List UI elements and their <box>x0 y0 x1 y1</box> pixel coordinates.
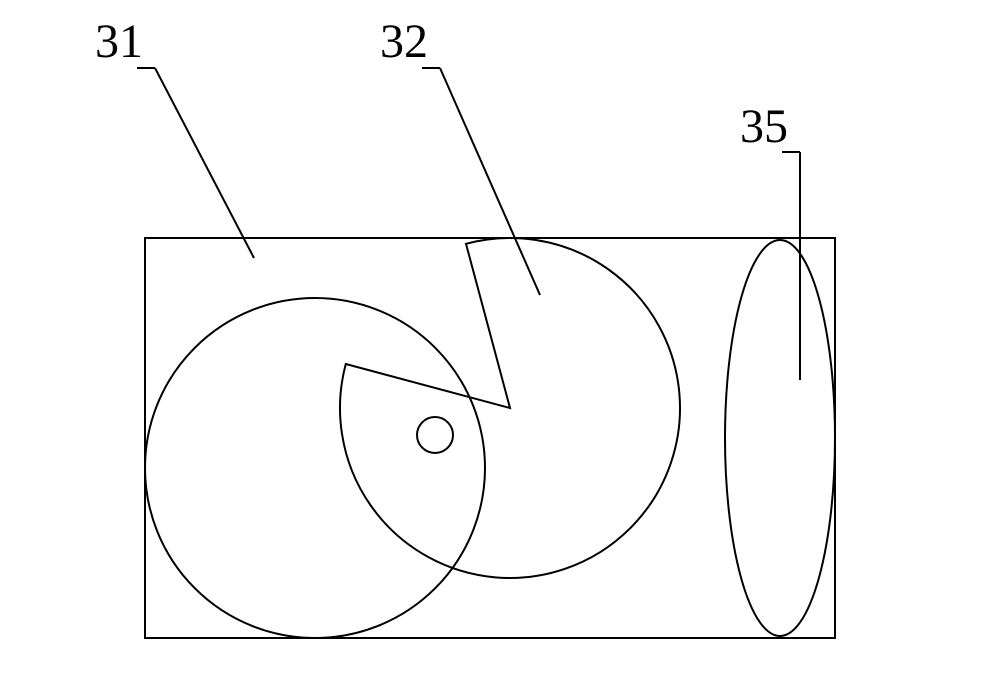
leader-31 <box>155 68 254 258</box>
pivot-circle <box>417 417 453 453</box>
outer-rect <box>145 238 835 638</box>
right-ellipse <box>725 240 835 636</box>
leader-32 <box>440 68 540 295</box>
left-circle <box>145 298 485 638</box>
pacman-sector <box>340 238 680 578</box>
diagram-svg <box>0 0 1000 698</box>
